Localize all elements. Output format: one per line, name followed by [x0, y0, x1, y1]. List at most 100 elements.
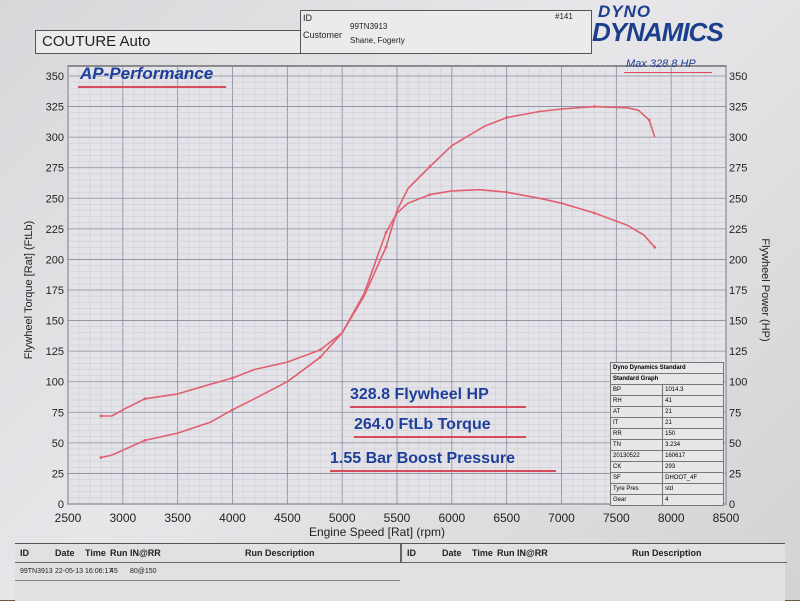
data-point — [505, 116, 509, 119]
y-left-axis-label: Flywheel Torque [Rat] (FtLb) — [23, 221, 35, 360]
info-table-row: 20130522 160617 — [609, 450, 724, 462]
y-left-tick-label: 150 — [46, 316, 64, 328]
y-right-tick-label: 225 — [729, 224, 747, 236]
y-left-tick-label: 125 — [46, 346, 64, 358]
x-tick-label: 7500 — [603, 511, 630, 525]
y-left-tick-label: 25 — [52, 468, 64, 480]
x-axis-label: Engine Speed [Rat] (rpm) — [309, 525, 445, 539]
y-left-tick-label: 350 — [46, 71, 64, 83]
data-point — [505, 190, 509, 194]
run-info-table: Dyno Dynamics Standard Standard Graph BP… — [609, 362, 724, 506]
y-left-tick-label: 0 — [58, 499, 64, 511]
stat-boost-underline — [330, 470, 556, 472]
run-table-header-right: ID Date Time Run IN@RR Run Description — [400, 544, 787, 563]
customer-value: Shane, Fogerty — [350, 36, 405, 45]
info-value: 21 — [662, 417, 724, 429]
info-key: CK — [609, 461, 664, 473]
x-tick-label: 7000 — [548, 511, 575, 525]
max-hp-underline — [624, 72, 712, 73]
info-table-row: RH 41 — [609, 395, 724, 407]
stat-torque-underline — [354, 436, 526, 438]
info-table-row: AT 21 — [609, 406, 724, 418]
y-left-tick-label: 200 — [46, 254, 64, 266]
dyno-dynamics-logo: DYNO DYNAMICS — [592, 2, 724, 47]
column-header: Time — [472, 548, 493, 558]
x-tick-label: 3500 — [164, 511, 191, 525]
sheet-number: #141 — [555, 12, 573, 21]
shop-name-underline — [78, 86, 226, 88]
column-header: IN@RR — [517, 548, 548, 558]
data-point — [384, 245, 388, 249]
data-point — [384, 231, 388, 234]
column-header: Run Description — [632, 548, 702, 558]
column-header: ID — [407, 548, 416, 558]
data-point — [143, 397, 147, 401]
y-right-tick-label: 0 — [729, 499, 735, 511]
info-table-subtitle: Standard Graph — [610, 373, 724, 385]
max-hp-label: Max 328.8 HP — [626, 58, 696, 70]
run-table: ID Date Time Run IN@RR Run Description ID Date… — [15, 543, 787, 601]
info-value: 293 — [662, 461, 724, 473]
y-right-tick-label: 75 — [729, 407, 741, 419]
info-value: 3.234 — [662, 439, 724, 451]
info-table-row: Gear 4 — [609, 494, 724, 506]
info-table-title: Dyno Dynamics Standard — [610, 362, 724, 374]
info-key: SF — [609, 472, 664, 484]
table-cell: 99TN3913 — [20, 568, 53, 575]
column-header: ID — [20, 548, 29, 558]
data-point — [231, 376, 234, 380]
column-header: Run — [497, 548, 515, 558]
y-left-tick-label: 50 — [52, 438, 64, 450]
customer-label: Customer — [303, 30, 343, 40]
stat-torque: 264.0 FtLb Torque — [354, 416, 491, 433]
column-header: Time — [85, 548, 106, 558]
info-table-row: Tyre Pres std — [609, 483, 724, 495]
y-left-tick-label: 175 — [46, 285, 64, 297]
y-right-tick-label: 200 — [729, 254, 747, 266]
y-left-tick-label: 75 — [52, 407, 64, 419]
y-right-tick-label: 100 — [729, 377, 747, 389]
y-right-tick-label: 275 — [729, 163, 747, 175]
info-table-row: IT 21 — [609, 417, 724, 429]
x-tick-label: 8500 — [713, 511, 740, 525]
info-value: 160617 — [662, 450, 724, 462]
info-value: std — [662, 483, 724, 495]
y-left-tick-label: 100 — [46, 377, 64, 389]
data-point — [593, 105, 596, 108]
table-row: 99TN3913 22-05-13 16:06:17 45 80@150 — [15, 566, 400, 581]
data-point — [99, 414, 103, 418]
data-point — [231, 408, 234, 412]
shop-name: AP-Performance — [80, 64, 214, 83]
table-cell: 16:06:17 — [85, 568, 113, 575]
x-tick-label: 6500 — [493, 511, 520, 525]
data-point — [653, 245, 657, 249]
company-name: COUTURE Auto — [42, 33, 151, 50]
y-right-tick-label: 300 — [729, 132, 747, 144]
run-table-header-left: ID Date Time Run IN@RR Run Description — [15, 544, 400, 563]
info-table-row: SF DHOOT_4F — [609, 472, 724, 484]
y-right-tick-label: 350 — [729, 71, 747, 83]
info-value: 150 — [662, 428, 724, 440]
column-header: Run — [110, 548, 128, 558]
y-right-tick-label: 175 — [729, 285, 747, 297]
data-point — [318, 355, 322, 359]
data-point — [647, 118, 651, 122]
stat-flywheel-hp: 328.8 Flywheel HP — [350, 386, 489, 403]
column-header: Date — [442, 548, 462, 558]
x-tick-label: 4000 — [219, 511, 246, 525]
column-header: Run Description — [245, 548, 315, 558]
info-key: IT — [609, 417, 664, 429]
info-key: AT — [609, 406, 664, 418]
header-customer-box — [300, 10, 592, 54]
table-cell: 45 — [110, 568, 118, 575]
y-right-axis-label: Flywheel Power (HP) — [759, 238, 771, 341]
x-tick-label: 6000 — [438, 511, 465, 525]
column-header: Date — [55, 548, 75, 558]
info-key: Gear — [609, 494, 664, 506]
x-tick-label: 3000 — [109, 511, 136, 525]
info-value: 41 — [662, 395, 724, 407]
y-right-tick-label: 150 — [729, 316, 747, 328]
info-table-row: BP 1014.3 — [609, 384, 724, 396]
info-value: 4 — [662, 494, 724, 506]
